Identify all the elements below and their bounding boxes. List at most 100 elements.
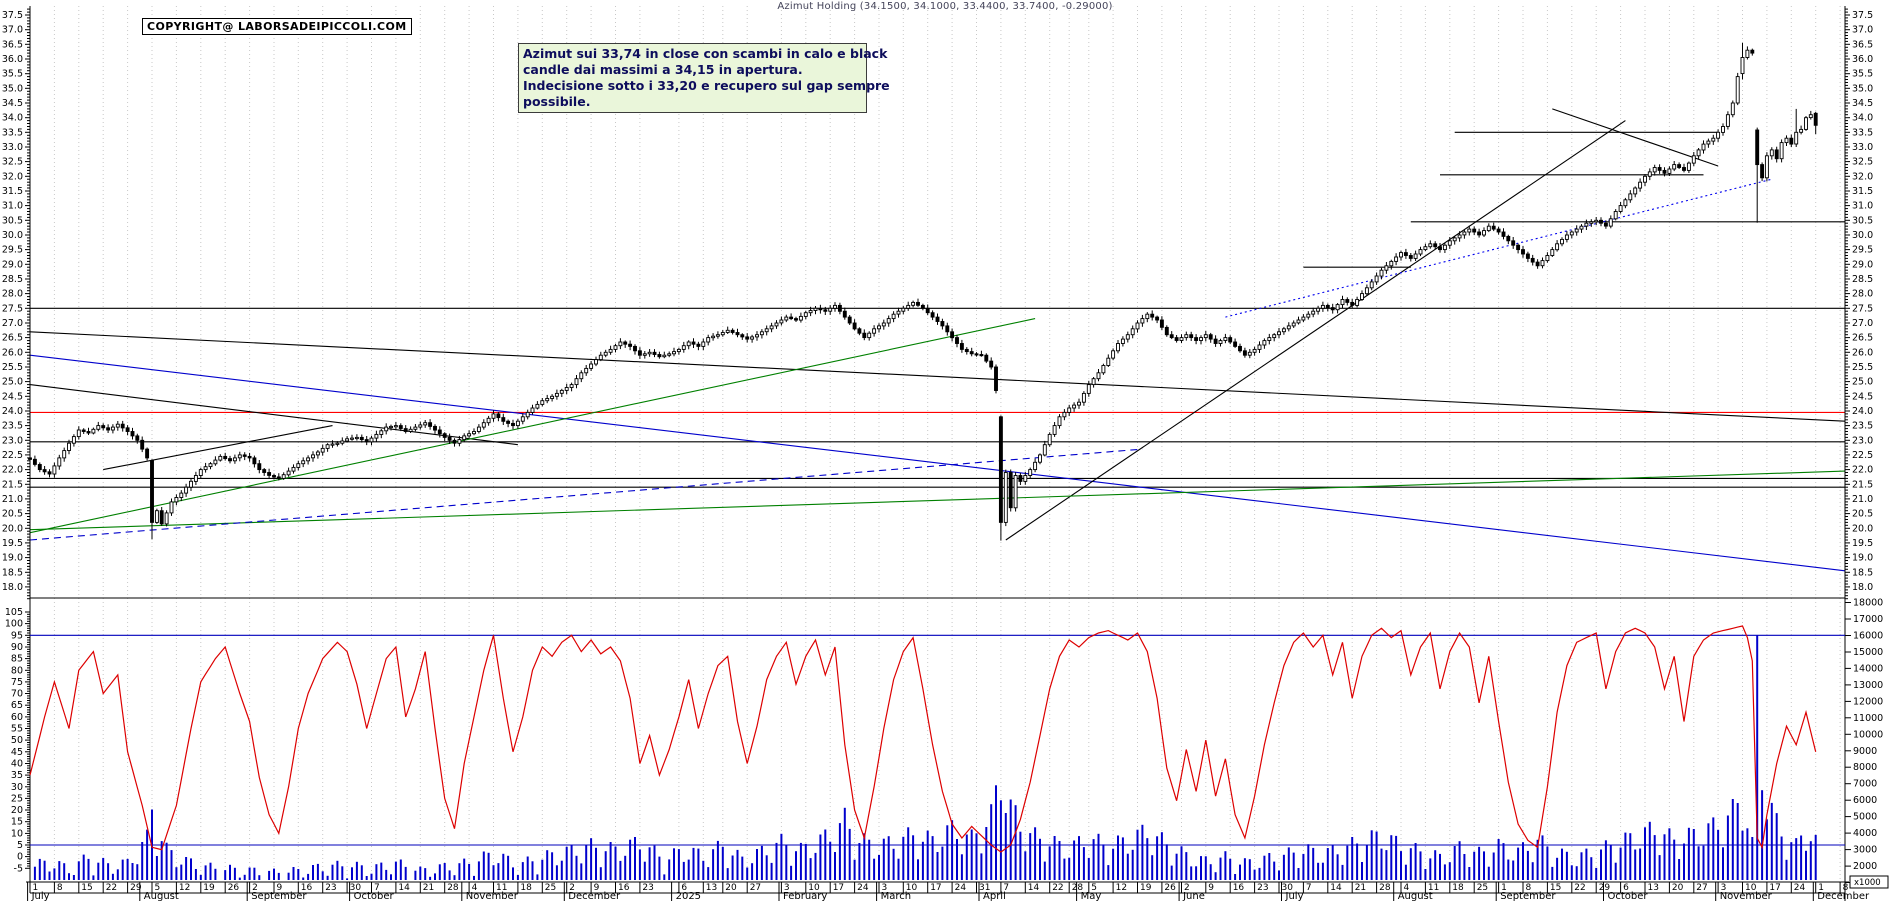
svg-text:18: 18: [1452, 883, 1464, 893]
svg-text:80: 80: [11, 665, 23, 676]
svg-text:24.5: 24.5: [2, 391, 23, 402]
svg-text:16: 16: [1233, 883, 1245, 893]
svg-text:29.5: 29.5: [2, 245, 23, 256]
svg-text:15: 15: [81, 883, 92, 893]
svg-text:2: 2: [252, 883, 258, 893]
svg-text:28: 28: [447, 883, 459, 893]
svg-text:5000: 5000: [1853, 812, 1877, 823]
svg-text:December: December: [568, 891, 621, 902]
svg-text:5: 5: [17, 840, 23, 851]
svg-text:30.0: 30.0: [2, 230, 23, 241]
svg-text:2: 2: [569, 883, 575, 893]
svg-text:50: 50: [11, 735, 23, 746]
svg-text:14: 14: [1330, 883, 1342, 893]
svg-text:19: 19: [1140, 883, 1152, 893]
svg-text:8: 8: [57, 883, 63, 893]
svg-text:18.0: 18.0: [1852, 582, 1873, 593]
svg-text:23: 23: [1257, 883, 1268, 893]
svg-text:7: 7: [1003, 883, 1009, 893]
svg-text:September: September: [251, 891, 307, 902]
svg-text:32.0: 32.0: [1852, 171, 1873, 182]
svg-text:14: 14: [398, 883, 410, 893]
svg-text:24: 24: [857, 883, 869, 893]
svg-text:September: September: [1500, 891, 1556, 902]
svg-text:30: 30: [1282, 883, 1294, 893]
svg-text:20.5: 20.5: [1852, 509, 1873, 520]
svg-text:27: 27: [1696, 883, 1707, 893]
svg-text:31.5: 31.5: [1852, 186, 1873, 197]
svg-text:1: 1: [33, 883, 39, 893]
svg-text:August: August: [144, 891, 179, 902]
svg-text:24.0: 24.0: [2, 406, 23, 417]
svg-text:33.5: 33.5: [2, 127, 23, 138]
svg-text:9: 9: [1208, 883, 1214, 893]
svg-text:26.5: 26.5: [1852, 333, 1873, 344]
svg-text:15000: 15000: [1853, 647, 1883, 658]
volume-axis: 1000200030004000500060007000800090001000…: [1845, 598, 1889, 889]
svg-text:2: 2: [1184, 883, 1190, 893]
svg-text:11: 11: [1428, 883, 1439, 893]
svg-text:23.0: 23.0: [2, 435, 23, 446]
svg-text:November: November: [1720, 891, 1773, 902]
svg-text:3: 3: [784, 883, 790, 893]
svg-text:22: 22: [1574, 883, 1585, 893]
svg-text:28.0: 28.0: [1852, 289, 1873, 300]
svg-text:22.5: 22.5: [2, 450, 23, 461]
svg-text:32.5: 32.5: [2, 157, 23, 168]
svg-text:18000: 18000: [1853, 598, 1883, 609]
svg-text:5: 5: [1091, 883, 1097, 893]
svg-text:35.5: 35.5: [1852, 69, 1873, 80]
svg-text:34.0: 34.0: [1852, 113, 1873, 124]
svg-text:-5: -5: [14, 863, 23, 874]
svg-text:10: 10: [906, 883, 918, 893]
svg-text:March: March: [881, 891, 911, 902]
svg-text:17000: 17000: [1853, 614, 1883, 625]
svg-text:27.5: 27.5: [2, 303, 23, 314]
svg-text:10: 10: [11, 828, 23, 839]
svg-text:23.5: 23.5: [1852, 421, 1873, 432]
svg-text:15: 15: [1550, 883, 1561, 893]
svg-text:19.5: 19.5: [1852, 538, 1873, 549]
svg-text:1: 1: [1818, 883, 1824, 893]
svg-text:17: 17: [930, 883, 941, 893]
svg-text:21.5: 21.5: [1852, 479, 1873, 490]
svg-text:21.5: 21.5: [2, 479, 23, 490]
svg-text:7: 7: [1306, 883, 1312, 893]
svg-text:31.5: 31.5: [2, 186, 23, 197]
svg-text:29.0: 29.0: [2, 259, 23, 270]
svg-text:20.0: 20.0: [1852, 523, 1873, 534]
svg-text:30: 30: [11, 782, 23, 793]
svg-text:7000: 7000: [1853, 779, 1877, 790]
annotation-line: candle dai massimi a 34,15 in apertura.: [523, 62, 803, 77]
svg-text:22: 22: [106, 883, 117, 893]
svg-text:October: October: [1608, 891, 1649, 902]
svg-text:25.5: 25.5: [1852, 362, 1873, 373]
svg-text:19.0: 19.0: [2, 553, 23, 564]
svg-text:28: 28: [1072, 883, 1084, 893]
svg-text:55: 55: [11, 724, 23, 735]
svg-text:30: 30: [350, 883, 362, 893]
svg-text:17: 17: [833, 883, 844, 893]
svg-text:10: 10: [808, 883, 820, 893]
svg-text:23: 23: [642, 883, 653, 893]
svg-text:August: August: [1398, 891, 1433, 902]
svg-text:37.5: 37.5: [1852, 10, 1873, 21]
svg-text:8: 8: [1843, 883, 1849, 893]
svg-text:25.0: 25.0: [2, 377, 23, 388]
svg-text:20.5: 20.5: [2, 509, 23, 520]
svg-text:April: April: [983, 891, 1006, 902]
svg-text:3: 3: [882, 883, 888, 893]
price-axis: 18.0 18.0 18.5 18.5 19.0 19.0 19.5 19.5 20.0 20.0…: [2, 8, 1873, 600]
svg-text:90: 90: [11, 642, 23, 653]
svg-text:23: 23: [325, 883, 336, 893]
svg-text:13000: 13000: [1853, 680, 1883, 691]
svg-text:35.0: 35.0: [1852, 83, 1873, 94]
svg-text:11000: 11000: [1853, 713, 1883, 724]
chart-title: Azimut Holding (34.1500, 34.1000, 33.440…: [777, 1, 1113, 12]
svg-text:4: 4: [472, 883, 478, 893]
svg-text:24.0: 24.0: [1852, 406, 1873, 417]
svg-text:26: 26: [228, 883, 240, 893]
svg-text:33.0: 33.0: [1852, 142, 1873, 153]
